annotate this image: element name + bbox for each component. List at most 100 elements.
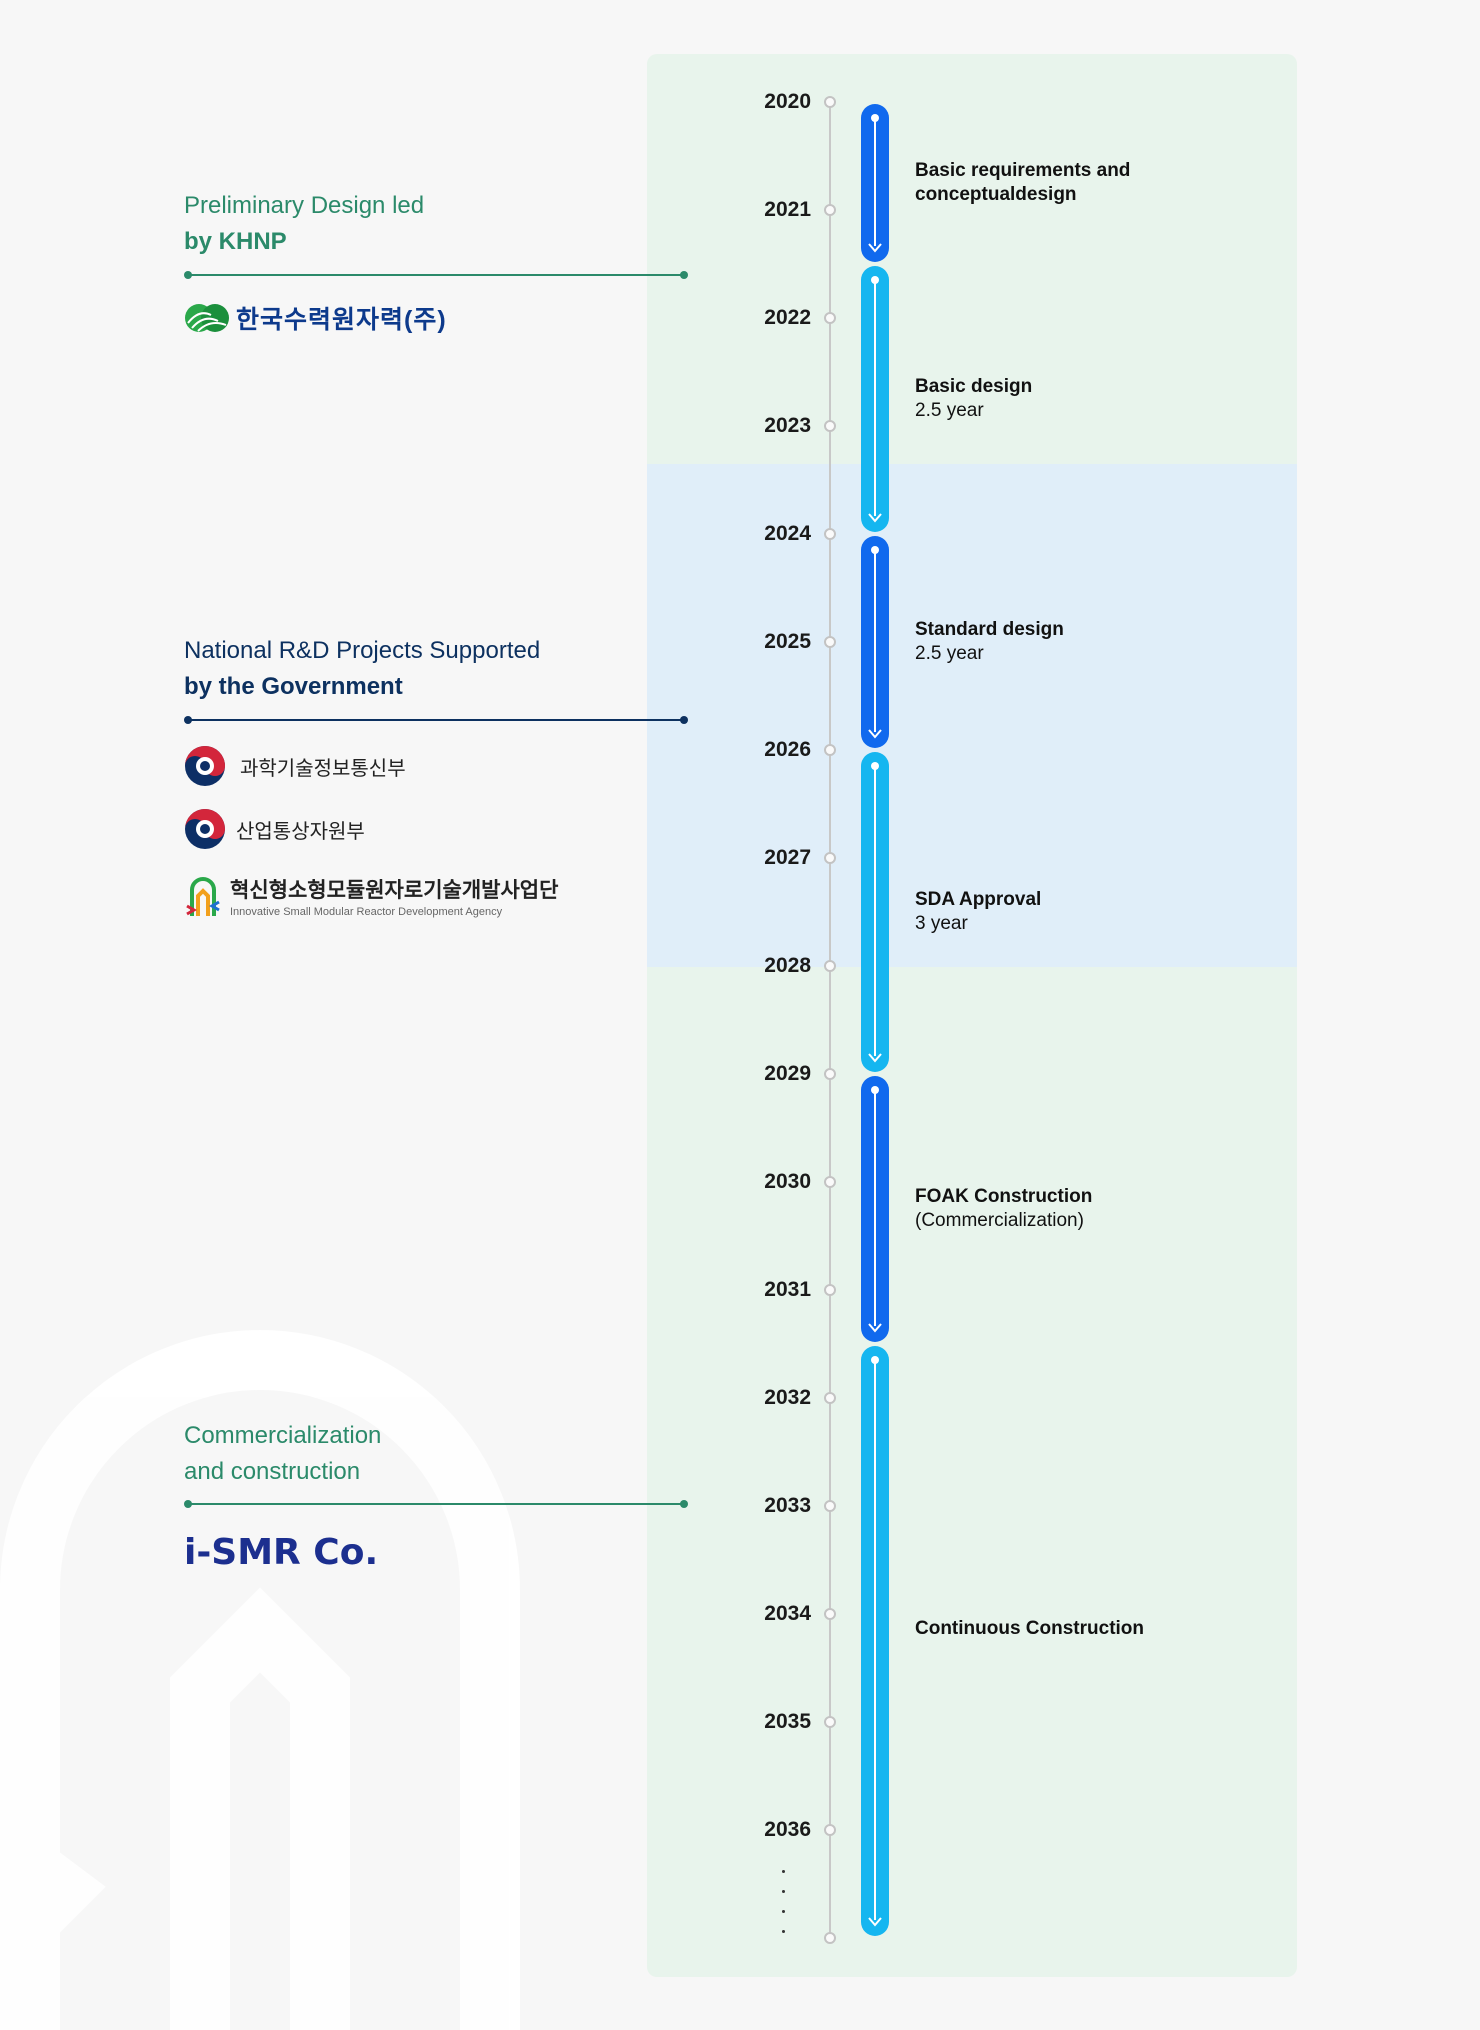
arrow-down-icon xyxy=(868,1323,882,1333)
group-commercialization-connector xyxy=(184,1500,688,1508)
year-label: 2036 xyxy=(764,1818,811,1841)
motie-logo: 산업통상자원부 xyxy=(184,808,365,850)
msit-logo: 과학기술정보통신부 xyxy=(184,745,406,787)
year-label: 2034 xyxy=(764,1602,811,1625)
phase-label: Basic design 2.5 year xyxy=(915,375,1175,423)
year-tick-dot xyxy=(824,1824,836,1836)
khnp-wordmark: 한국수력원자력(주) xyxy=(236,306,447,334)
timeline-axis xyxy=(829,102,831,1939)
khnp-logo: 한국수력원자력(주) xyxy=(184,300,447,336)
group-preliminary-title: Preliminary Design led by KHNP xyxy=(184,188,424,260)
phase-title: Continuous Construction xyxy=(915,1618,1145,1639)
year-label: 2023 xyxy=(764,414,811,437)
connector-end-dot xyxy=(680,1500,688,1508)
phase-label: Standard design 2.5 year xyxy=(915,618,1175,666)
arrow-down-icon xyxy=(868,1917,882,1927)
year-tick-dot xyxy=(824,852,836,864)
ismr-agency-name-kr: 혁신형소형모듈원자로기술개발사업단 xyxy=(230,879,559,902)
year-tick-dot xyxy=(824,420,836,432)
phase-bar xyxy=(861,104,889,262)
year-tick-dot xyxy=(824,528,836,540)
ismr-agency-emblem-icon xyxy=(186,877,220,916)
group-preliminary-connector xyxy=(184,271,688,279)
phase-line xyxy=(874,1360,876,1920)
phase-line xyxy=(874,118,876,246)
phase-bar xyxy=(861,752,889,1072)
year-label: 2032 xyxy=(764,1386,811,1409)
ismr-co-wordmark: i-SMR Co. xyxy=(184,1532,378,1573)
phase-title: SDA Approval xyxy=(915,889,1042,910)
group-commercialization-title: Commercialization and construction xyxy=(184,1418,381,1490)
phase-line xyxy=(874,1090,876,1326)
year-tick-dot xyxy=(824,636,836,648)
phase-band-national-rd xyxy=(647,464,1297,967)
ismr-agency-name-en: Innovative Small Modular Reactor Develop… xyxy=(230,906,503,918)
year-label: 2020 xyxy=(764,90,811,113)
taegeuk-emblem-icon xyxy=(185,746,225,786)
phase-subtitle: (Commercialization) xyxy=(915,1210,1084,1231)
phase-title: Basic requirements and conceptualdesign xyxy=(915,160,1131,205)
khnp-emblem-icon xyxy=(185,304,229,332)
year-label: 2029 xyxy=(764,1062,811,1085)
phase-title: FOAK Construction xyxy=(915,1186,1093,1207)
continuation-ellipsis xyxy=(776,1870,792,1950)
year-tick-dot xyxy=(824,1608,836,1620)
year-tick-dot xyxy=(824,1716,836,1728)
group-title-line2: by KHNP xyxy=(184,228,287,255)
arrow-down-icon xyxy=(868,513,882,523)
phase-bar xyxy=(861,1346,889,1936)
phase-line xyxy=(874,280,876,516)
year-label: 2026 xyxy=(764,738,811,761)
phase-label: FOAK Construction (Commercialization) xyxy=(915,1185,1175,1233)
year-tick-dot xyxy=(824,312,836,324)
ismr-co-logo-text: i-SMR Co. xyxy=(184,1532,378,1572)
year-tick-dot xyxy=(824,1932,836,1944)
year-label: 2028 xyxy=(764,954,811,977)
phase-line xyxy=(874,766,876,1056)
year-label: 2035 xyxy=(764,1710,811,1733)
phase-label: Continuous Construction xyxy=(915,1617,1155,1641)
year-tick-dot xyxy=(824,1500,836,1512)
year-label: 2021 xyxy=(764,198,811,221)
phase-label: SDA Approval 3 year xyxy=(915,888,1175,936)
connector-start-dot xyxy=(184,1500,192,1508)
year-label: 2025 xyxy=(764,630,811,653)
year-label: 2031 xyxy=(764,1278,811,1301)
arrow-down-icon xyxy=(868,1053,882,1063)
year-label: 2030 xyxy=(764,1170,811,1193)
year-tick-dot xyxy=(824,960,836,972)
ismr-agency-names: 혁신형소형모듈원자로기술개발사업단 Innovative Small Modul… xyxy=(230,874,558,918)
watermark-logo xyxy=(0,1330,520,2030)
phase-bar xyxy=(861,266,889,532)
phase-subtitle: 3 year xyxy=(915,913,968,934)
phase-bar xyxy=(861,536,889,748)
year-label: 2033 xyxy=(764,1494,811,1517)
group-national-rd-connector xyxy=(184,716,688,724)
year-tick-dot xyxy=(824,96,836,108)
msit-name: 과학기술정보통신부 xyxy=(240,757,406,780)
connector-start-dot xyxy=(184,716,192,724)
connector-start-dot xyxy=(184,271,192,279)
group-title-line2: and construction xyxy=(184,1458,361,1485)
phase-line xyxy=(874,550,876,732)
year-tick-dot xyxy=(824,744,836,756)
phase-bar xyxy=(861,1076,889,1342)
connector-end-dot xyxy=(680,716,688,724)
phase-label: Basic requirements and conceptualdesign xyxy=(915,159,1155,207)
arrow-down-icon xyxy=(868,243,882,253)
phase-subtitle: 2.5 year xyxy=(915,400,984,421)
group-title-line2: by the Government xyxy=(184,673,403,700)
phase-band-preliminary xyxy=(647,54,1297,464)
connector-end-dot xyxy=(680,271,688,279)
phase-subtitle: 2.5 year xyxy=(915,643,984,664)
year-label: 2027 xyxy=(764,846,811,869)
year-label: 2024 xyxy=(764,522,811,545)
group-national-rd-title: National R&D Projects Supported by the G… xyxy=(184,633,540,705)
phase-title: Basic design xyxy=(915,376,1033,397)
year-tick-dot xyxy=(824,1284,836,1296)
phase-band-commercialization xyxy=(647,967,1297,1977)
year-label: 2022 xyxy=(764,306,811,329)
year-tick-dot xyxy=(824,1392,836,1404)
ismr-agency-logo: 혁신형소형모듈원자로기술개발사업단 Innovative Small Modul… xyxy=(184,872,558,920)
year-tick-dot xyxy=(824,204,836,216)
